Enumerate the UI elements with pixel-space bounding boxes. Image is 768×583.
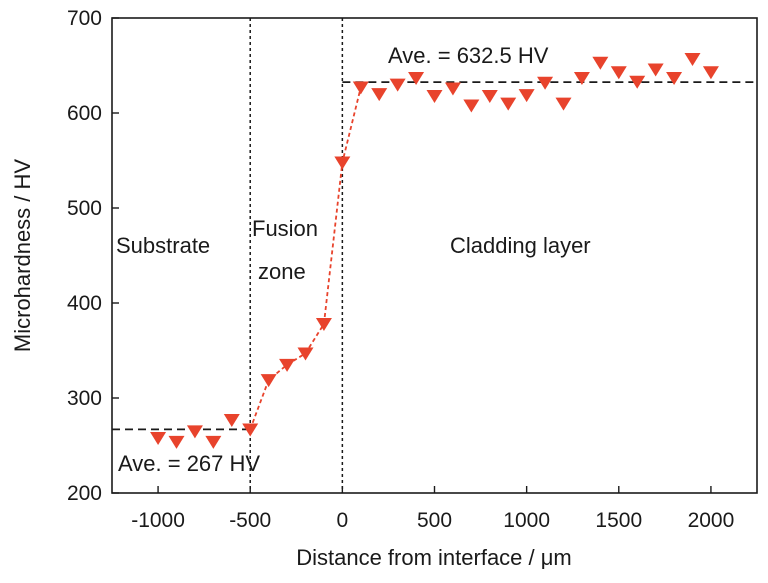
- data-point: [186, 425, 203, 439]
- data-point: [205, 435, 222, 449]
- data-point: [315, 318, 332, 332]
- data-point: [500, 97, 517, 111]
- reference-lines: [112, 18, 757, 493]
- region-label-fusion: Fusion: [252, 216, 318, 241]
- data-point: [573, 72, 590, 85]
- data-point: [463, 99, 480, 113]
- y-tick-label: 700: [67, 7, 102, 30]
- y-tick-label: 300: [67, 387, 102, 410]
- x-tick-label: 0: [337, 509, 349, 532]
- data-point: [518, 89, 535, 103]
- data-point: [279, 358, 296, 372]
- data-point: [297, 347, 314, 361]
- region-label-zone: zone: [258, 259, 306, 284]
- data-point: [150, 432, 167, 446]
- region-label-cladding: Cladding layer: [450, 233, 591, 258]
- x-axis-ticks: -1000 -500 0 500 1000 1500 2000: [131, 486, 734, 532]
- data-point: [444, 82, 461, 96]
- y-tick-label: 400: [67, 292, 102, 315]
- data-point: [481, 90, 498, 104]
- x-tick-label: 2000: [688, 509, 735, 532]
- data-point: [242, 423, 259, 437]
- y-tick-label: 600: [67, 102, 102, 125]
- data-point: [426, 90, 443, 104]
- x-tick-label: -500: [229, 509, 271, 532]
- data-point: [647, 63, 664, 77]
- x-tick-label: 1000: [503, 509, 550, 532]
- data-point: [555, 97, 572, 111]
- data-point: [223, 414, 240, 427]
- data-points: [150, 53, 719, 449]
- data-point: [260, 374, 277, 388]
- data-point: [666, 72, 683, 85]
- x-axis-title: Distance from interface / μm: [296, 545, 572, 570]
- substrate-average-label: Ave. = 267 HV: [118, 451, 260, 476]
- data-point: [371, 88, 388, 102]
- y-tick-label: 500: [67, 197, 102, 220]
- region-label-substrate: Substrate: [116, 233, 210, 258]
- data-point: [408, 72, 425, 85]
- x-tick-label: -1000: [131, 509, 185, 532]
- x-tick-label: 500: [417, 509, 452, 532]
- data-point: [352, 81, 369, 95]
- data-point: [610, 66, 627, 80]
- data-point: [702, 66, 719, 80]
- data-point: [592, 56, 609, 70]
- data-point: [629, 75, 646, 89]
- data-point: [537, 76, 554, 90]
- data-point: [684, 53, 701, 66]
- x-tick-label: 1500: [595, 509, 642, 532]
- y-axis-ticks: 200 300 400 500 600 700: [67, 7, 119, 505]
- data-point: [334, 156, 351, 170]
- data-point: [168, 435, 185, 449]
- data-point: [389, 78, 406, 92]
- y-tick-label: 200: [67, 482, 102, 505]
- cladding-average-label: Ave. = 632.5 HV: [388, 43, 549, 68]
- y-axis-title: Microhardness / HV: [10, 159, 35, 353]
